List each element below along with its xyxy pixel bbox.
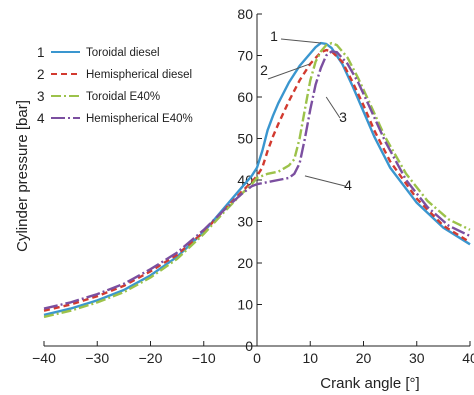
x-tick-label: −20 [139, 350, 163, 366]
x-tick-label: 20 [356, 350, 372, 366]
callout-label-4: 4 [344, 177, 352, 193]
legend: 1 Toroidal diesel 2 Hemispherical diesel 3 To… [37, 45, 193, 126]
y-tick-label: 50 [237, 131, 253, 147]
legend-label-2: Hemispherical diesel [86, 69, 192, 81]
y-tick-label: 10 [237, 297, 253, 313]
y-tick-label: 20 [237, 255, 253, 271]
y-axis-title: Cylinder pressure [bar] [14, 100, 31, 252]
axes: −40 −30 −20 −10 0 10 20 30 40 0 10 20 30 40 50 60 70 80 [32, 6, 474, 366]
callout-label-1: 1 [270, 28, 278, 44]
x-tick-label: −40 [32, 350, 56, 366]
legend-label-1: Toroidal diesel [86, 47, 160, 59]
callout-label-3: 3 [339, 109, 347, 125]
y-tick-label: 30 [237, 214, 253, 230]
legend-label-4: Hemispherical E40% [86, 113, 193, 125]
y-tick-label: 0 [245, 338, 253, 354]
x-tick-label: 30 [409, 350, 425, 366]
y-tick-label: 40 [237, 172, 253, 188]
x-axis-title: Crank angle [°] [320, 375, 419, 392]
y-tick-label: 80 [237, 6, 253, 22]
y-tick-label: 70 [237, 48, 253, 64]
legend-number-2: 2 [37, 67, 45, 82]
callouts: 1 2 3 4 [260, 28, 352, 193]
y-tick-label: 60 [237, 89, 253, 105]
x-tick-label: −30 [85, 350, 109, 366]
series-lines [43, 41, 471, 319]
legend-number-1: 1 [37, 45, 45, 60]
series-line-2 [43, 48, 471, 312]
x-tick-label: 0 [253, 350, 261, 366]
callout-label-2: 2 [260, 62, 268, 78]
legend-label-3: Toroidal E40% [86, 91, 160, 103]
legend-number-3: 3 [37, 89, 45, 104]
series-line-1 [43, 41, 471, 317]
callout-leader-3 [325, 96, 341, 119]
callout-leader-4 [304, 175, 346, 187]
callout-leader-2 [267, 63, 311, 80]
x-tick-label: 10 [302, 350, 318, 366]
x-tick-label: −10 [192, 350, 216, 366]
series-line-3 [43, 41, 471, 319]
callout-leader-1 [280, 38, 321, 44]
x-tick-label: 40 [462, 350, 474, 366]
legend-number-4: 4 [37, 111, 45, 126]
series-line-4 [43, 50, 471, 310]
